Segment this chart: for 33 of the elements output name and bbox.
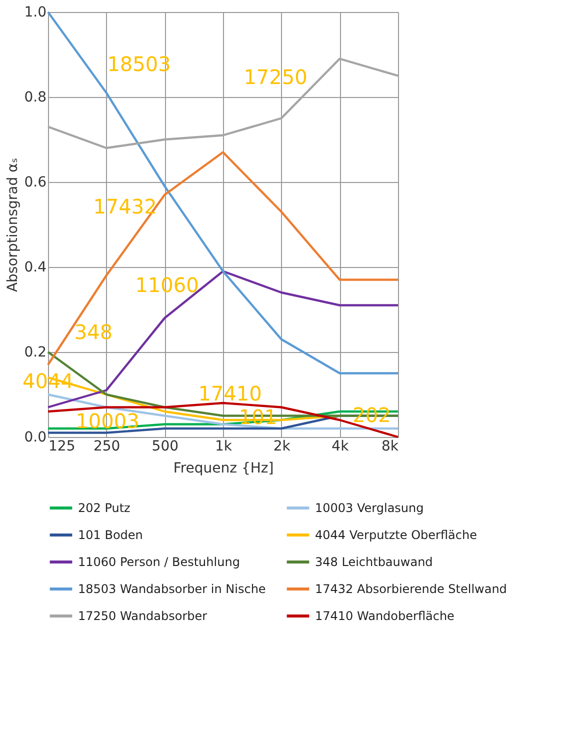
annotation: 17410 [198, 382, 262, 406]
y-tick-label: 0.8 [24, 90, 46, 106]
x-tick-label: 250 [93, 438, 120, 454]
legend-label: 202 Putz [78, 501, 130, 515]
annotation: 18503 [107, 52, 171, 76]
legend-label: 17250 Wandabsorber [78, 609, 208, 623]
annotation: 10003 [76, 409, 140, 434]
annotation: 348 [74, 320, 113, 344]
y-axis-title: Absorptionsgrad αₛ [5, 158, 22, 292]
x-tick-label: 4k [332, 438, 350, 454]
y-tick-label: 0.2 [24, 344, 46, 360]
x-tick-label: 2k [273, 438, 292, 454]
y-tick-label: 0.0 [24, 430, 46, 446]
legend-label: 17432 Absorbierende Stellwand [315, 582, 507, 596]
legend-label: 10003 Verglasung [315, 501, 424, 515]
x-tick-label: 125 [48, 438, 76, 454]
legend-label: 4044 Verputzte Oberfläche [315, 528, 477, 542]
x-tick-label: 8k [381, 438, 400, 454]
x-axis-title: Frequenz {Hz] [173, 460, 274, 476]
y-tick-label: 1.0 [24, 4, 46, 20]
legend-label: 11060 Person / Bestuhlung [78, 555, 240, 569]
legend-label: 101 Boden [78, 528, 143, 542]
y-tick-label: 0.6 [24, 174, 47, 190]
annotation: 17432 [93, 194, 157, 218]
legend-label: 18503 Wandabsorber in Nische [78, 582, 266, 596]
legend-label: 348 Leichtbauwand [315, 555, 433, 569]
line-series [46, 151, 400, 366]
x-tick-label: 1k [214, 438, 233, 454]
x-tick-label: 500 [152, 438, 179, 454]
y-tick-label: 0.4 [24, 260, 47, 276]
legend-label: 17410 Wandoberfläche [315, 609, 454, 623]
annotation: 17250 [244, 64, 308, 89]
annotation: 11060 [135, 273, 199, 298]
